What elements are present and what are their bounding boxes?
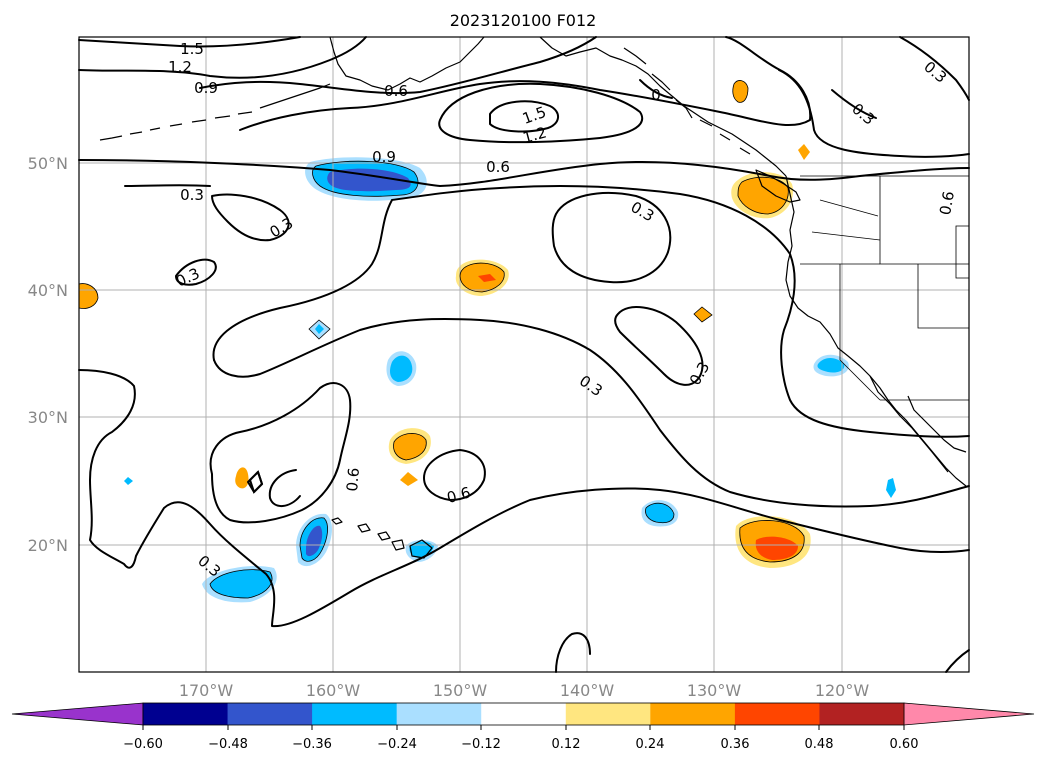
lon-label-170w: 170°W	[179, 681, 234, 700]
negative-anomaly-patch	[124, 477, 133, 485]
contour-label: 0.6	[445, 483, 473, 507]
colorbar-tick-label: 0.24	[636, 737, 665, 752]
lat-label-20n: 20°N	[28, 536, 68, 555]
colorbar-over-triangle	[903, 702, 1035, 726]
colorbar-bin	[143, 703, 229, 725]
lat-label-40n: 40°N	[28, 281, 68, 300]
colorbar-tick-labels: −0.60 −0.48 −0.36 −0.24 −0.12 0.12 0.24 …	[123, 737, 918, 752]
contour-label: 0.6	[343, 467, 363, 492]
contour-label: 0.6	[936, 190, 958, 217]
colorbar-bin	[227, 703, 313, 725]
positive-anomaly-patch	[738, 177, 789, 214]
latitude-labels: 50°N 40°N 30°N 20°N	[28, 154, 68, 555]
lon-label-140w: 140°W	[560, 681, 615, 700]
colorbar-tick-label: −0.48	[208, 737, 248, 752]
contour-label: 0.6	[486, 158, 510, 176]
positive-anomaly-patch	[732, 80, 748, 103]
lat-label-50n: 50°N	[28, 154, 68, 173]
negative-anomaly-patch	[210, 569, 272, 598]
contour-label: 1.2	[521, 123, 549, 147]
colorbar-tick-label: −0.12	[461, 737, 501, 752]
longitude-labels: 170°W 160°W 150°W 140°W 130°W 120°W	[179, 681, 870, 700]
colorbar-bin	[819, 703, 905, 725]
map-frame	[78, 36, 970, 673]
positive-anomaly-patch	[393, 433, 427, 460]
negative-anomaly-patch	[315, 324, 324, 334]
lon-label-130w: 130°W	[687, 681, 742, 700]
contour-label: 1.5	[180, 40, 204, 58]
negative-anomaly-core	[327, 168, 411, 192]
colorbar-under-triangle	[11, 702, 144, 726]
contour-label: 0	[651, 86, 661, 104]
colorbar-tick-label: 0.12	[552, 737, 581, 752]
colorbar-frame	[142, 702, 905, 726]
colorbar-tick-label: −0.60	[123, 737, 163, 752]
colorbar-bin	[312, 703, 398, 725]
lon-label-160w: 160°W	[306, 681, 361, 700]
negative-anomaly-patch	[390, 355, 413, 382]
colorbar-tick-marks	[142, 725, 905, 730]
political-borders	[800, 175, 970, 401]
contour-lines	[78, 36, 970, 673]
colorbar-bin	[734, 703, 820, 725]
colorbar-tick-label: 0.48	[805, 737, 834, 752]
anomaly-outlines	[78, 80, 805, 599]
colorbar-bin	[565, 703, 651, 725]
colorbar-tick-label: −0.36	[292, 737, 332, 752]
lat-label-30n: 30°N	[28, 408, 68, 427]
colorbar-tick-label: −0.24	[377, 737, 417, 752]
contour-label: 0.3	[180, 186, 204, 204]
negative-anomaly-patch	[817, 358, 845, 373]
colorbar-bins	[143, 703, 905, 725]
colorbar-bin	[481, 703, 567, 725]
negative-anomaly-core	[306, 525, 323, 557]
contour-label: 0.6	[384, 82, 408, 100]
figure-title: 2023120100 F012	[450, 11, 597, 30]
coastlines	[99, 36, 967, 559]
colorbar-tick-label: 0.36	[721, 737, 750, 752]
lon-label-120w: 120°W	[815, 681, 870, 700]
colorbar-bin	[396, 703, 482, 725]
lon-label-150w: 150°W	[433, 681, 488, 700]
negative-anomaly-patch	[645, 503, 674, 523]
colorbar-bin	[650, 703, 736, 725]
positive-anomaly-patch	[235, 467, 249, 489]
contour-label: 1.2	[168, 58, 192, 76]
colorbar-tick-label: 0.60	[890, 737, 919, 752]
contour-label: 0.9	[194, 79, 218, 97]
negative-anomaly-patch	[886, 478, 896, 498]
colorbar: −0.60 −0.48 −0.36 −0.24 −0.12 0.12 0.24 …	[11, 702, 1035, 752]
positive-anomaly-patch	[400, 472, 418, 486]
positive-anomaly-patch	[798, 144, 810, 160]
contour-label: 0.9	[372, 148, 396, 166]
positive-anomaly-core	[755, 536, 798, 560]
positive-anomaly-core	[478, 274, 496, 282]
